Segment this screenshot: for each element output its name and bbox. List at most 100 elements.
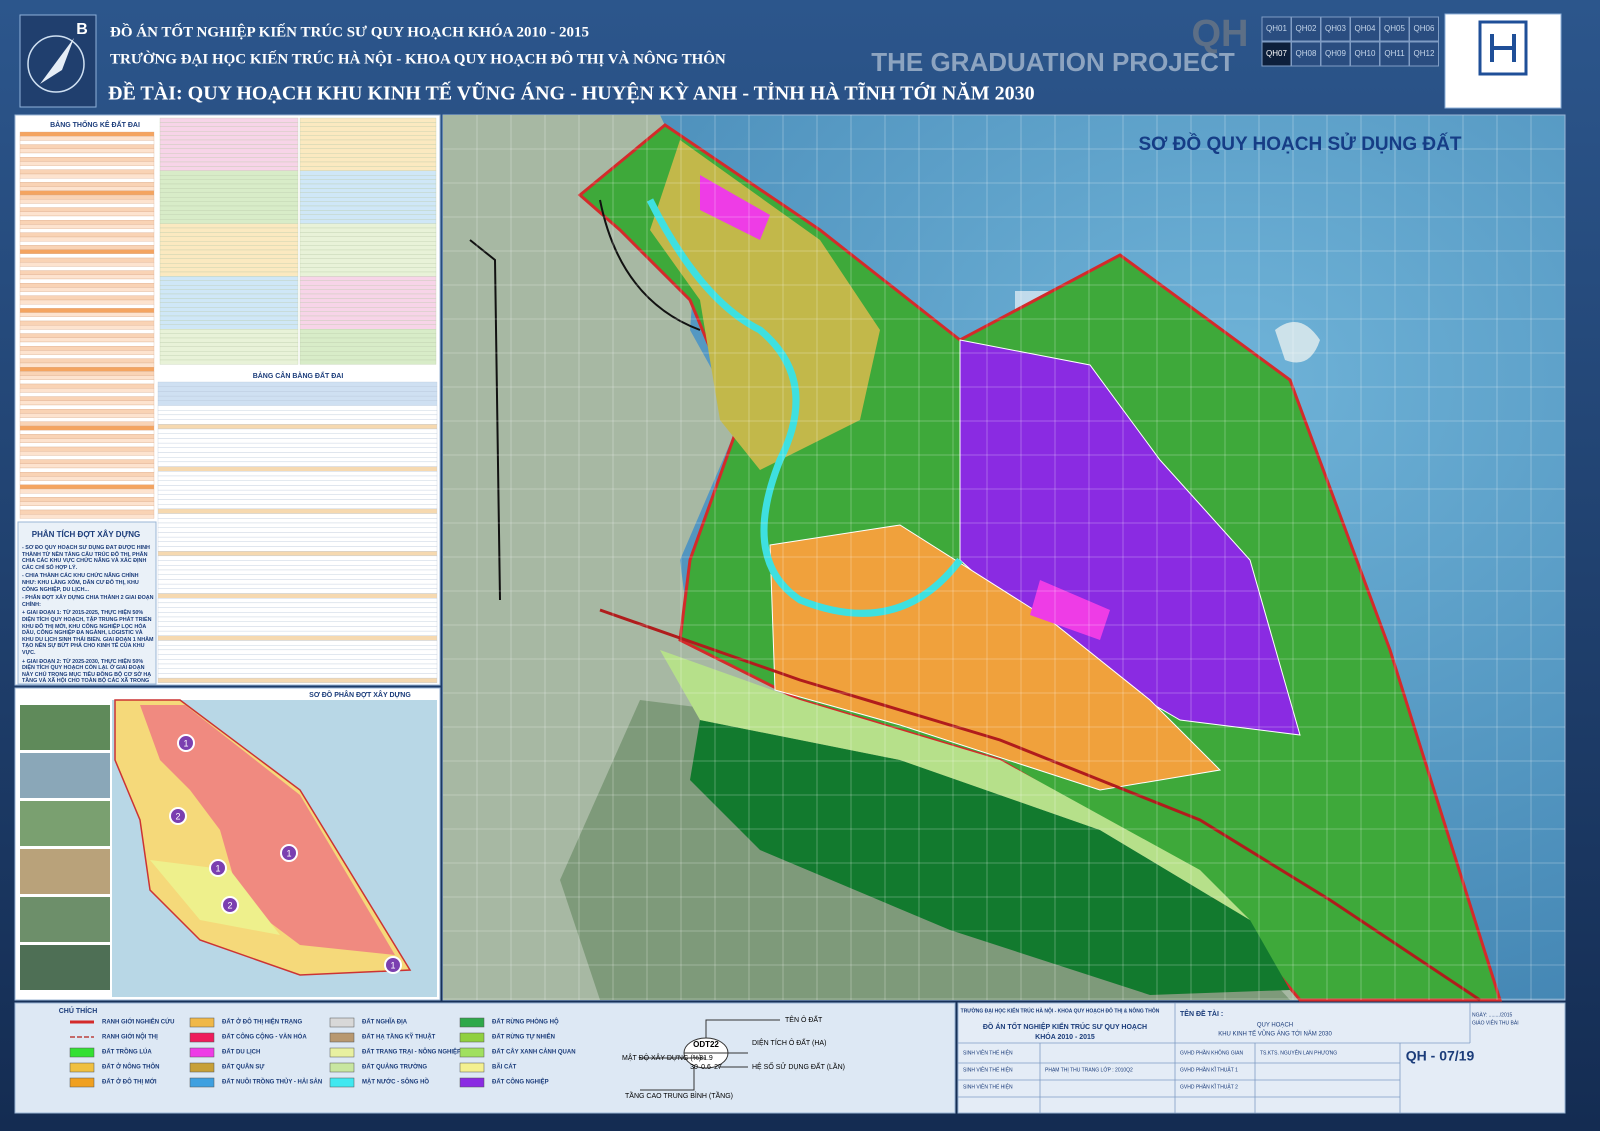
table-row (19, 413, 155, 418)
table-row (157, 400, 438, 406)
table-row (299, 351, 437, 356)
table-row (159, 175, 299, 180)
phase-marker (209, 859, 227, 877)
tab[interactable] (1379, 41, 1410, 67)
table-row (157, 518, 438, 524)
table-row (299, 324, 437, 330)
table-row (157, 442, 438, 448)
phase-marker (280, 844, 298, 862)
table-row (19, 392, 155, 397)
legend-swatch (459, 1047, 485, 1058)
table-row (159, 153, 299, 158)
table-row (157, 574, 438, 580)
table-row (159, 271, 299, 277)
table-row (157, 485, 438, 491)
table-row (159, 166, 299, 171)
table-row (19, 362, 155, 368)
legend-title: CHÚ THÍCH (59, 1006, 98, 1015)
table-row (299, 135, 437, 141)
table-row (299, 245, 437, 251)
table-row (299, 267, 437, 273)
tab-label: QH11 (1384, 49, 1405, 58)
table-row (19, 131, 155, 137)
land-use-map (443, 115, 1565, 1002)
table-row (19, 446, 155, 452)
table-row (157, 630, 438, 636)
sheet-number: QH - 07/19 (1406, 1048, 1475, 1064)
table-row (19, 417, 155, 422)
tab[interactable] (1409, 41, 1439, 67)
tab[interactable] (1320, 41, 1351, 67)
table-row (157, 677, 438, 683)
table-row (157, 410, 438, 416)
table-row (19, 287, 155, 292)
phase-1 (140, 705, 395, 955)
table-row (157, 588, 438, 594)
table-row (19, 278, 155, 284)
title-block-text: KHU KINH TẾ VŨNG ÁNG TỚI NĂM 2030 (1218, 1031, 1332, 1038)
table-row (159, 324, 299, 330)
table-row (299, 263, 437, 268)
table-row (19, 291, 155, 296)
legend-label: ĐẤT QUẢNG TRƯỜNG (362, 1063, 427, 1071)
table-row (299, 258, 437, 264)
table-row (299, 166, 437, 171)
table-row (159, 157, 299, 163)
tab-label: QH09 (1325, 49, 1346, 58)
title-block-cell: GVHD PHẦN KĨ THUẬT 1 (1180, 1066, 1238, 1073)
phase-marker-label: 1 (183, 738, 188, 748)
table-row (159, 188, 299, 193)
table-row (19, 173, 155, 179)
legend-label: ĐẤT QUÂN SỰ (222, 1064, 264, 1071)
title-block-cell: GVHD PHẦN KHÔNG GIAN (1180, 1049, 1243, 1056)
tab[interactable] (1261, 41, 1292, 67)
table-row (19, 215, 155, 221)
table-row (157, 555, 438, 561)
table-row (19, 404, 155, 410)
table-row (157, 466, 438, 472)
legend-label: ĐẤT Ở NÔNG THÔN (102, 1063, 159, 1071)
table-row (299, 192, 437, 198)
table-row (159, 148, 299, 154)
tab[interactable] (1409, 16, 1439, 42)
table-row (19, 383, 155, 389)
analysis-bg (17, 521, 157, 685)
table-row (159, 333, 299, 339)
legend-label: RANH GIỚI NGHIÊN CỨU (102, 1018, 174, 1026)
table-row (157, 428, 438, 434)
table-row (299, 355, 437, 361)
plot-key-label: MẬT ĐỘ XÂY DỰNG (%) (622, 1053, 701, 1062)
table-row (19, 262, 155, 267)
table-row (157, 583, 438, 589)
table-row (159, 139, 299, 145)
table-row (157, 649, 438, 655)
header-topic: ĐỀ TÀI: QUY HOẠCH KHU KINH TẾ VŨNG ÁNG -… (108, 81, 1035, 105)
tab[interactable] (1379, 16, 1410, 42)
table-row (19, 144, 155, 149)
phase-marker-label: 2 (227, 900, 232, 910)
legend-label: ĐẤT Ở ĐÔ THỊ MỚI (102, 1078, 157, 1086)
table-row (19, 178, 155, 183)
table-row (157, 424, 438, 430)
table-row (299, 289, 437, 295)
legend-label: ĐẤT CÔNG NGHIỆP (492, 1078, 549, 1086)
table-row (19, 249, 155, 254)
legend-label: ĐẤT HẠ TẦNG KỸ THUẬT (362, 1034, 436, 1041)
table-row (19, 207, 155, 212)
photo (20, 945, 110, 990)
plot-key: ODT22 31.9 30 0.6 27 TÊN Ô ĐẤT DIỆN TÍCH… (622, 1014, 845, 1100)
table-row (159, 267, 299, 273)
table-row (299, 298, 437, 303)
table-row (159, 122, 299, 127)
tab[interactable] (1320, 16, 1351, 42)
table-row (159, 293, 299, 299)
table-title: BẢNG THỐNG KÊ ĐẤT ĐAI (50, 119, 140, 129)
forest (690, 720, 1290, 995)
plot-key-label: DIỆN TÍCH Ô ĐẤT (HA) (752, 1037, 826, 1047)
table-row (299, 254, 437, 259)
table-row (19, 438, 155, 443)
table-row (19, 501, 155, 506)
table-row (157, 457, 438, 463)
photo (20, 849, 110, 894)
analysis-title: PHÂN TÍCH ĐỢT XÂY DỰNG (32, 530, 140, 539)
